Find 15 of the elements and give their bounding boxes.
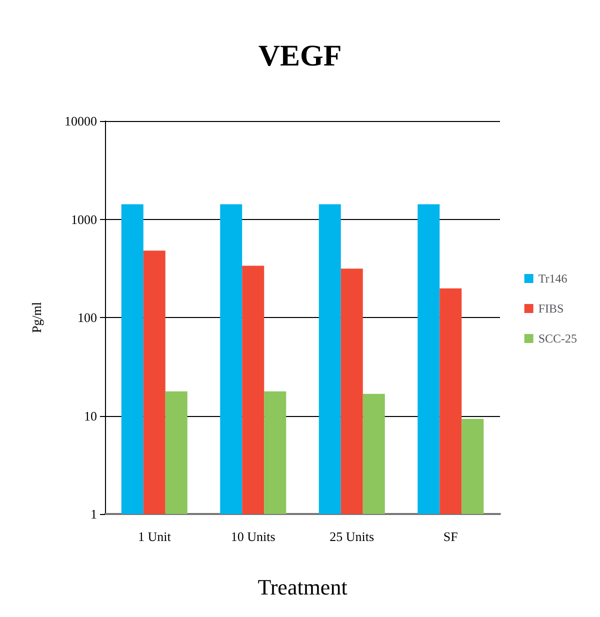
x-tick-label: 10 Units	[230, 529, 276, 544]
legend-label: SCC-25	[538, 332, 578, 346]
y-tick-label: 1	[90, 506, 97, 522]
y-tick-label: 100	[78, 310, 97, 325]
x-tick-label: 25 Units	[330, 529, 374, 544]
x-axis-title: Treatment	[258, 574, 348, 600]
x-tick-label: SF	[443, 529, 458, 544]
x-tick-label: 1 Unit	[138, 529, 172, 544]
y-tick-label: 10000	[64, 114, 97, 128]
y-tick-label: 10	[84, 408, 97, 424]
y-axis-title: Pg/ml	[29, 302, 44, 334]
chart-title: VEGF	[258, 40, 342, 72]
legend-label: Tr146	[538, 272, 568, 286]
legend-label: FIBS	[538, 302, 564, 316]
y-tick-label: 1000	[71, 212, 97, 227]
